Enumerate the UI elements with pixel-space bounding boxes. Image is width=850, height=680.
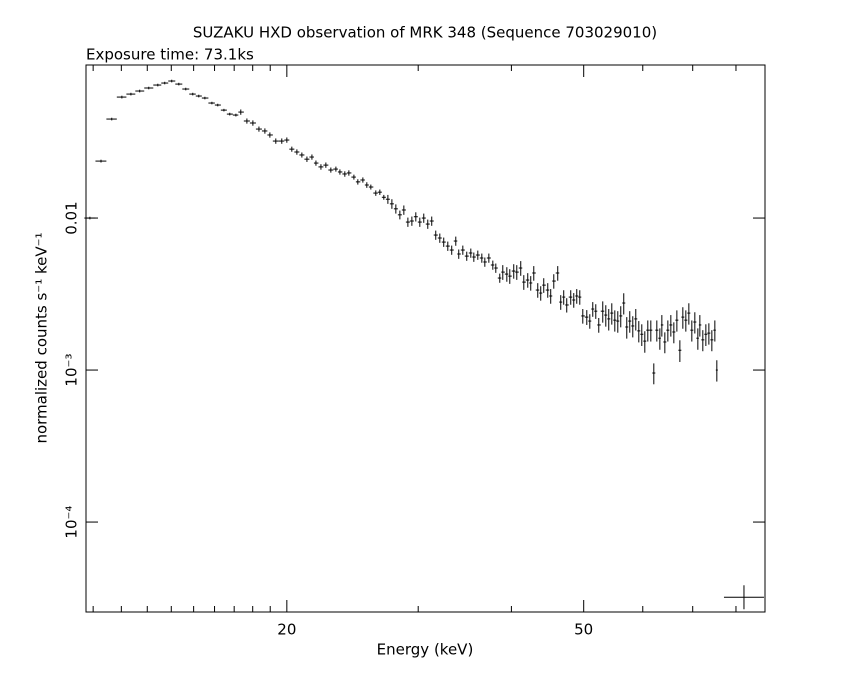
x-tick-label: 20: [277, 621, 296, 639]
x-tick-label: 50: [574, 621, 593, 639]
plot-frame: [85, 64, 766, 613]
y-tick-label: 0.01: [63, 201, 81, 234]
y-tick-label: 10⁻⁴: [63, 506, 81, 539]
y-tick-label: 10⁻³: [63, 354, 81, 387]
chart-subtitle: Exposure time: 73.1ks: [86, 46, 254, 64]
y-axis-label: normalized counts s⁻¹ keV⁻¹: [33, 232, 51, 443]
x-axis-label: Energy (keV): [377, 641, 474, 659]
chart-title: SUZAKU HXD observation of MRK 348 (Seque…: [193, 24, 657, 42]
